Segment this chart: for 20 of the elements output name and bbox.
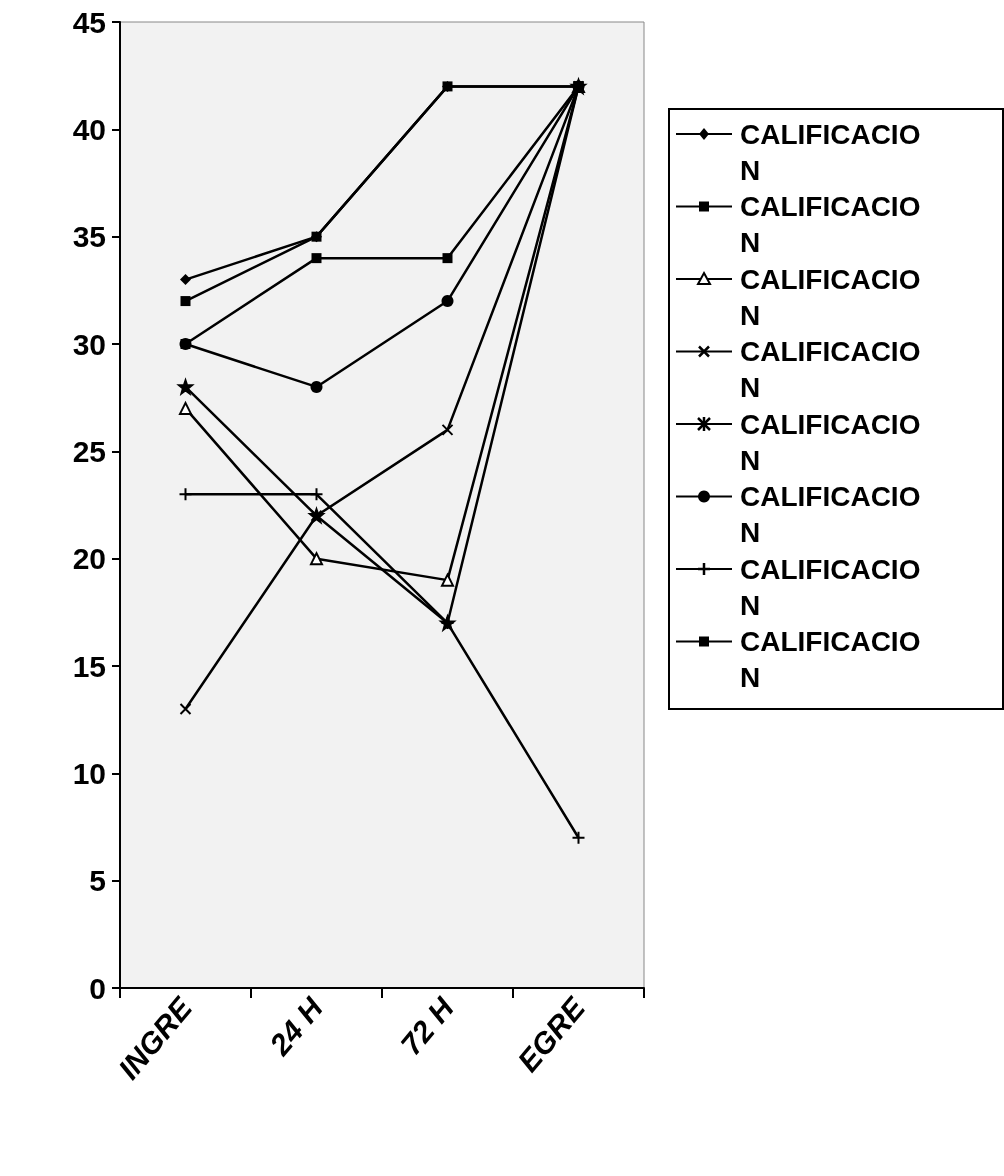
y-tick-label: 40	[72, 112, 106, 146]
y-tick-label: 35	[72, 220, 106, 254]
legend-label: CALIFICACION	[740, 553, 921, 621]
legend-label: CALIFICACION	[740, 626, 921, 693]
y-tick-label: 30	[72, 327, 106, 361]
y-tick-label: 15	[72, 649, 106, 683]
legend-label: CALIFICACION	[740, 408, 921, 476]
x-tick-label: 24 H	[262, 990, 330, 1062]
y-tick-label: 5	[89, 864, 106, 898]
legend-label: CALIFICACION	[740, 336, 921, 403]
y-tick-label: 10	[72, 756, 106, 790]
legend-label: CALIFICACION	[740, 481, 921, 548]
y-tick-label: 20	[72, 542, 106, 576]
y-tick-label: 0	[89, 971, 106, 1005]
legend-label: CALIFICACION	[740, 263, 921, 331]
y-tick-label: 45	[72, 5, 106, 39]
legend-label: CALIFICACION	[740, 118, 921, 186]
legend-label: CALIFICACION	[740, 191, 921, 258]
x-tick-label: 72 H	[394, 990, 461, 1062]
y-tick-label: 25	[72, 434, 106, 468]
